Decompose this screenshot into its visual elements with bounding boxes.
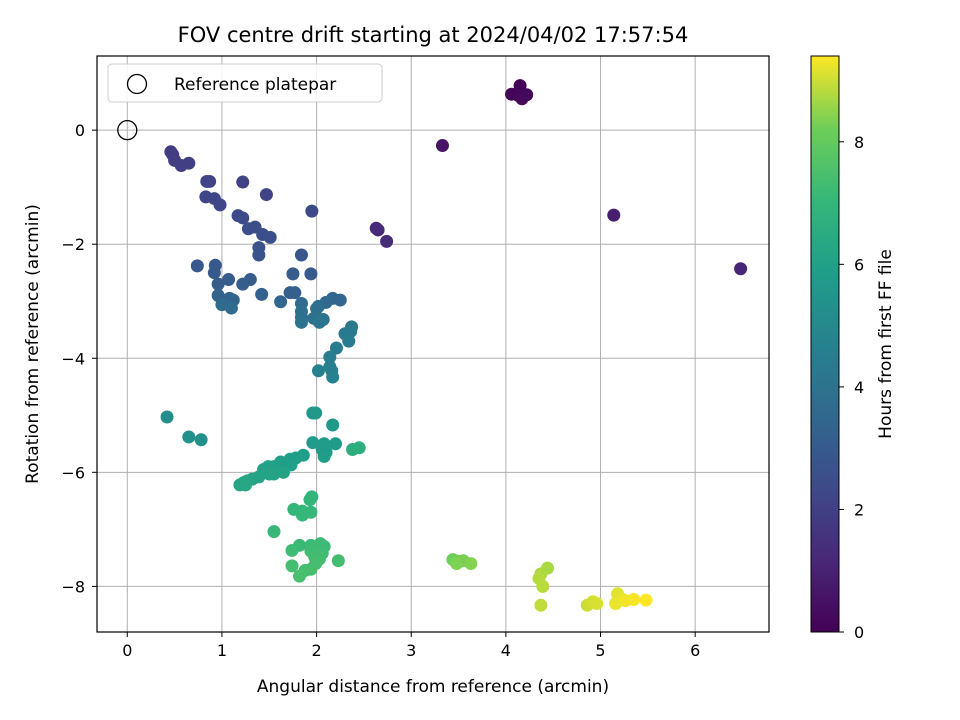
data-point: [312, 315, 326, 329]
x-tick-label: 4: [501, 641, 511, 660]
data-point: [306, 436, 320, 450]
data-point: [203, 174, 217, 188]
y-axis-label: Rotation from reference (arcmin): [23, 204, 43, 484]
data-point: [342, 334, 356, 348]
y-tick-label: 0: [75, 121, 85, 140]
data-point: [294, 315, 308, 329]
grid: [97, 56, 769, 632]
data-point: [267, 525, 281, 539]
data-point: [371, 223, 385, 237]
data-point: [207, 266, 221, 280]
data-point: [607, 208, 621, 222]
data-point: [590, 596, 604, 610]
data-point: [255, 287, 269, 301]
x-tick-label: 2: [311, 641, 321, 660]
data-point: [331, 554, 345, 568]
data-point: [259, 188, 273, 202]
data-point: [333, 293, 347, 307]
data-point: [236, 277, 250, 291]
colorbar-gradient: [810, 55, 840, 633]
data-point: [241, 222, 255, 236]
data-point: [317, 449, 331, 463]
colorbar-tick-label: 0: [854, 623, 864, 642]
data-point: [224, 301, 238, 315]
data-point: [534, 598, 548, 612]
x-tick-label: 6: [690, 641, 700, 660]
data-point: [263, 230, 277, 244]
colorbar-tick-label: 8: [854, 133, 864, 152]
data-point: [513, 79, 527, 93]
data-point: [236, 175, 250, 189]
data-point: [326, 418, 340, 432]
data-point: [213, 198, 227, 212]
data-point: [305, 204, 319, 218]
data-point: [182, 156, 196, 170]
data-point: [309, 406, 323, 420]
x-tick-label: 5: [595, 641, 605, 660]
colorbar-label: Hours from first FF file: [876, 249, 896, 439]
data-point: [294, 248, 308, 262]
colorbar-tick-label: 6: [854, 255, 864, 274]
data-point: [160, 410, 174, 424]
data-point: [450, 557, 464, 571]
legend: Reference platepar: [107, 63, 383, 103]
x-axis-label: Angular distance from reference (arcmin): [257, 677, 609, 697]
data-point: [182, 430, 196, 444]
data-point: [274, 295, 288, 309]
data-point: [252, 248, 266, 262]
data-point: [293, 569, 307, 583]
x-tick-label: 3: [406, 641, 416, 660]
data-point: [222, 273, 236, 287]
data-point: [211, 277, 225, 291]
data-point: [344, 324, 358, 338]
data-point: [285, 543, 299, 557]
data-point: [627, 592, 641, 606]
y-tick-label: −2: [61, 235, 85, 254]
data-point: [303, 493, 317, 507]
x-tick-label: 1: [217, 641, 227, 660]
data-point: [734, 262, 748, 276]
y-tick-label: −8: [61, 577, 85, 596]
y-tick-label: −6: [61, 463, 85, 482]
legend-box: [107, 63, 383, 103]
data-point: [464, 557, 478, 571]
data-point: [190, 259, 204, 273]
data-point: [536, 579, 550, 593]
data-point: [288, 286, 302, 300]
data-point: [435, 139, 449, 153]
data-point: [380, 234, 394, 248]
colorbar: 0 2 4 6 8 Hours from first FF file: [810, 55, 896, 642]
data-point: [323, 350, 337, 364]
data-point: [267, 467, 281, 481]
plot-frame: [96, 55, 770, 633]
legend-marker-icon: [126, 73, 148, 95]
y-tick-label: −4: [61, 349, 85, 368]
colorbar-tick-label: 4: [854, 378, 864, 397]
colorbar-tick-label: 2: [854, 500, 864, 519]
data-point: [311, 364, 325, 378]
data-point: [304, 267, 318, 281]
data-points: [117, 79, 748, 612]
chart-title: FOV centre drift starting at 2024/04/02 …: [178, 23, 689, 47]
data-point: [304, 562, 318, 576]
reference-point: [117, 119, 138, 141]
data-point: [329, 341, 343, 355]
data-point: [515, 92, 529, 106]
data-point: [329, 437, 343, 451]
data-point: [285, 559, 299, 573]
data-point: [236, 211, 250, 225]
legend-entry-reference: Reference platepar: [174, 75, 336, 95]
x-tick-label: 0: [122, 641, 132, 660]
colorbar-ticks: 0 2 4 6 8: [839, 133, 864, 642]
axis-ticks: 0 1 2 3 4 5 6 0 −2 −4 −6 −8: [61, 121, 700, 660]
data-point: [286, 267, 300, 281]
data-point: [194, 433, 208, 447]
data-point: [639, 593, 653, 607]
data-point: [296, 448, 310, 462]
data-point: [326, 370, 340, 384]
data-point: [295, 508, 309, 522]
data-point: [239, 478, 253, 492]
data-point: [352, 441, 366, 455]
